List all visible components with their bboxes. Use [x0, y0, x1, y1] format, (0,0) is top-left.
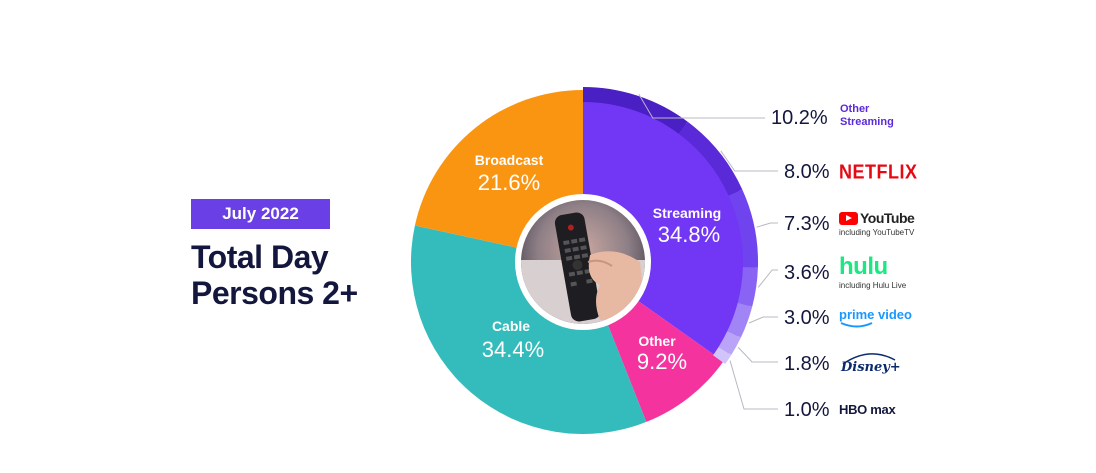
disney-plus-logo: Disney+: [839, 348, 901, 378]
ring-segment-2: [728, 189, 758, 268]
ring-segment-5: [718, 331, 741, 355]
leader-line-1: [720, 150, 778, 172]
cable-label: Cable: [492, 318, 530, 334]
pct-youtube: 7.3%: [784, 213, 830, 235]
prime-video-logo: prime video: [839, 307, 912, 329]
title-line-2: Persons 2+: [191, 275, 358, 311]
ring-segment-1: [678, 121, 743, 196]
disney-arc-icon: [842, 353, 896, 365]
title-line-1: Total Day: [191, 239, 329, 275]
date-badge: July 2022: [191, 199, 330, 229]
other-label: Other: [638, 333, 676, 349]
cable-value: 34.4%: [482, 337, 544, 362]
youtube-wordmark: YouTube: [860, 210, 915, 226]
streaming-label: Streaming: [653, 205, 721, 221]
leader-line-4: [748, 316, 778, 324]
label-other-streaming: Other Streaming: [840, 103, 894, 128]
hulu-wordmark: hulu: [839, 253, 888, 280]
ring-segment-0: [583, 87, 688, 134]
pct-hbomax: 1.0%: [784, 399, 830, 421]
prime-smile-icon: [840, 322, 873, 328]
hbo-max-logo: HBO max: [839, 402, 896, 417]
pct-prime: 3.0%: [784, 307, 830, 329]
ring-segment-6: [713, 346, 732, 364]
leader-line-6: [729, 360, 778, 410]
disney-wordmark: Disney+: [841, 360, 901, 375]
youtube-play-icon: [839, 211, 858, 225]
broadcast-label: Broadcast: [475, 152, 544, 168]
pct-disney: 1.8%: [784, 353, 830, 375]
broadcast-value: 21.6%: [478, 170, 540, 195]
leader-line-3: [757, 269, 778, 288]
hulu-sub: including Hulu Live: [839, 281, 907, 290]
leader-line-2: [756, 222, 778, 228]
leader-line-0: [638, 93, 765, 119]
pct-netflix: 8.0%: [784, 161, 830, 183]
pct-hulu: 3.6%: [784, 262, 830, 284]
youtube-logo: YouTube including YouTubeTV: [839, 210, 915, 237]
center-photo: [515, 194, 651, 330]
leader-line-5: [737, 346, 778, 363]
pct-other-streaming: 10.2%: [771, 107, 828, 129]
youtube-sub: including YouTubeTV: [839, 228, 915, 237]
netflix-logo: NETFLIX: [839, 160, 918, 183]
ring-segment-4: [727, 302, 753, 338]
page-title: Total Day Persons 2+: [191, 239, 358, 311]
hulu-logo: hulu including Hulu Live: [839, 253, 907, 291]
ring-segment-3: [737, 267, 758, 307]
streaming-value: 34.8%: [658, 222, 720, 247]
prime-wordmark: prime video: [839, 307, 912, 322]
other-value: 9.2%: [637, 349, 687, 374]
